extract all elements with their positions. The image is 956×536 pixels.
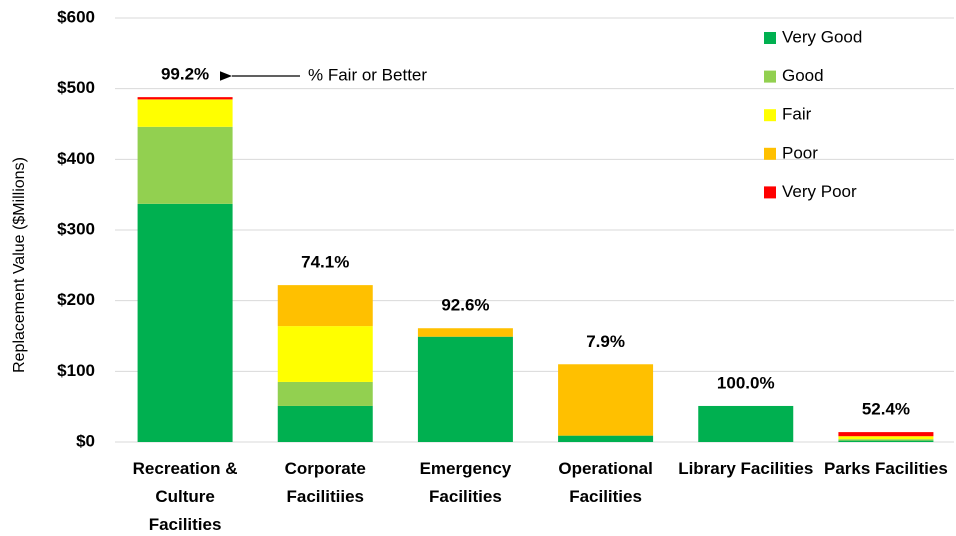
bar-segment bbox=[558, 435, 654, 442]
y-tick-label: $500 bbox=[57, 78, 95, 97]
legend-label: Poor bbox=[782, 143, 818, 162]
bar-label: 92.6% bbox=[441, 296, 489, 315]
y-tick-label: $200 bbox=[57, 290, 95, 309]
bar-segment bbox=[137, 203, 233, 442]
bar-segment bbox=[137, 126, 233, 204]
x-tick-label: Corporate Facilitiies bbox=[285, 459, 366, 506]
bar-segment bbox=[277, 381, 373, 406]
x-tick-label: Library Facilities bbox=[678, 459, 813, 478]
x-tick-label: Recreation & Culture Facilities bbox=[133, 459, 238, 534]
bar-segment bbox=[838, 440, 934, 442]
legend-label: Good bbox=[782, 66, 824, 85]
bar-segment bbox=[698, 405, 794, 442]
bar-segment bbox=[277, 285, 373, 327]
bar-label: 100.0% bbox=[717, 373, 775, 392]
bar-segment bbox=[838, 439, 934, 441]
bar-label: 74.1% bbox=[301, 253, 349, 272]
x-tick-label: Parks Facilities bbox=[824, 459, 948, 478]
bar-segment bbox=[137, 97, 233, 100]
bar-segment bbox=[838, 432, 934, 436]
bar-segment bbox=[277, 405, 373, 442]
legend-swatch bbox=[764, 109, 776, 122]
bar-label: 99.2% bbox=[161, 65, 209, 84]
legend-label: Very Poor bbox=[782, 182, 857, 201]
legend-swatch bbox=[764, 186, 776, 199]
y-tick-label: $300 bbox=[57, 219, 95, 238]
bar-segment bbox=[137, 99, 233, 100]
y-tick-label: $600 bbox=[57, 7, 95, 26]
legend-swatch bbox=[764, 147, 776, 160]
annotation: % Fair or Better bbox=[308, 65, 427, 84]
legend-swatch bbox=[764, 70, 776, 83]
bar-segment bbox=[417, 336, 513, 442]
legend-swatch bbox=[764, 32, 776, 44]
bar-segment bbox=[838, 435, 934, 437]
legend-label: Fair bbox=[782, 105, 812, 124]
bar-segment bbox=[277, 326, 373, 382]
bar-segment bbox=[558, 364, 654, 436]
bar-segment bbox=[137, 99, 233, 127]
y-tick-label: $0 bbox=[76, 431, 95, 450]
bar-segment bbox=[838, 436, 934, 440]
y-axis-label: Replacement Value ($Millions) bbox=[11, 157, 28, 373]
y-tick-label: $400 bbox=[57, 149, 95, 168]
legend-label: Very Good bbox=[782, 27, 862, 46]
y-tick-label: $100 bbox=[57, 361, 95, 380]
bar-segment bbox=[417, 328, 513, 337]
x-tick-label: Emergency Facilities bbox=[420, 459, 512, 506]
x-tick-label: Operational Facilities bbox=[558, 459, 652, 506]
bar-label: 52.4% bbox=[862, 400, 910, 419]
bar-label: 7.9% bbox=[586, 332, 625, 351]
